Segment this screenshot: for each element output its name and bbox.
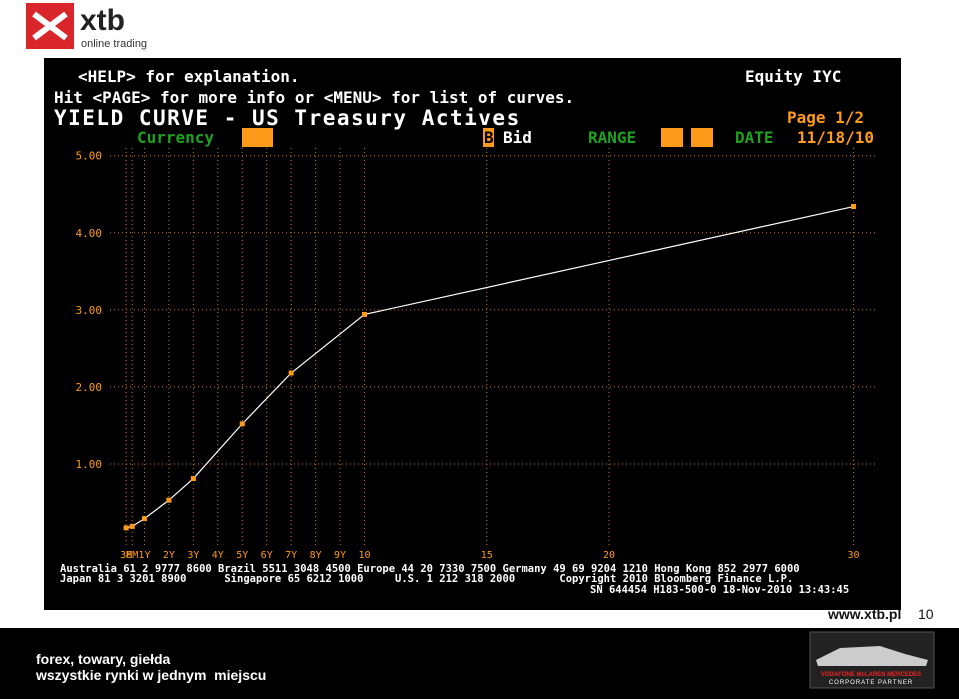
currency-field (242, 128, 273, 147)
slogan: forex, towary, giełda (36, 651, 171, 667)
y-tick-label: 4.00 (76, 227, 103, 240)
x-tick-label: 30 (848, 550, 860, 561)
x-tick-label: 3Y (187, 550, 199, 561)
x-tick-label: 10 (358, 550, 370, 561)
x-tick-label: 8Y (310, 550, 322, 561)
slide-number: 10 (918, 606, 934, 622)
x-tick-label: 9Y (334, 550, 346, 561)
bid-label: Bid (503, 128, 532, 147)
range-label: RANGE (588, 128, 636, 147)
point (288, 370, 294, 376)
logo-tagline: online trading (81, 38, 147, 50)
point (123, 525, 129, 531)
x-tick-label: 7Y (285, 550, 297, 561)
logo-brand: xtb (80, 4, 125, 37)
y-tick-label: 2.00 (76, 381, 103, 394)
bid-field (483, 128, 494, 147)
function: Equity IYC (745, 67, 841, 86)
x-tick-label: 2Y (163, 550, 175, 561)
x-tick-label: 6Y (261, 550, 273, 561)
help-line: <HELP> for explanation. (78, 67, 300, 86)
footer-bar (0, 628, 959, 699)
point (129, 523, 135, 529)
point (851, 204, 857, 210)
range-from (661, 128, 683, 147)
point (190, 476, 196, 482)
terminal (44, 58, 901, 610)
bid-flag: B (484, 128, 494, 147)
y-tick-label: 5.00 (76, 150, 103, 163)
x-tick-label: 6M (126, 550, 138, 561)
x-tick-label: 3M (120, 550, 132, 561)
currency-label: Currency (137, 128, 214, 147)
date-label: DATE (735, 128, 774, 147)
contact-line: Australia 61 2 9777 8600 Brazil 5511 304… (60, 563, 800, 575)
y-tick-label: 3.00 (76, 304, 103, 317)
page: Page 1/2 (787, 108, 864, 127)
x-tick-label: 15 (481, 550, 493, 561)
point (141, 516, 147, 522)
hint-line: Hit <PAGE> for more info or <MENU> for l… (54, 88, 574, 107)
point (166, 497, 172, 503)
x-tick-label: 4Y (212, 550, 224, 561)
partner: VODAFONE McLAREN MERCEDES (821, 672, 921, 678)
y-tick-label: 1.00 (76, 458, 103, 471)
contact-line: Japan 81 3 3201 8900 Singapore 65 6212 1… (60, 573, 793, 585)
partner-sub: CORPORATE PARTNER (829, 680, 913, 686)
range-to (691, 128, 713, 147)
logo-x (32, 11, 68, 41)
car (816, 646, 928, 666)
point (362, 311, 368, 317)
chart-title: YIELD CURVE - US Treasury Actives (54, 106, 521, 130)
url: www.xtb.pl (827, 606, 901, 622)
x-tick-label: 20 (603, 550, 615, 561)
date: 11/18/10 (797, 128, 874, 147)
point (239, 421, 245, 427)
slogan: wszystkie rynki w jednym miejscu (35, 667, 266, 683)
x-tick-label: 5Y (236, 550, 248, 561)
session-line: SN 644454 H183-500-0 18-Nov-2010 13:43:4… (590, 584, 849, 596)
x-tick-label: 1Y (138, 550, 150, 561)
